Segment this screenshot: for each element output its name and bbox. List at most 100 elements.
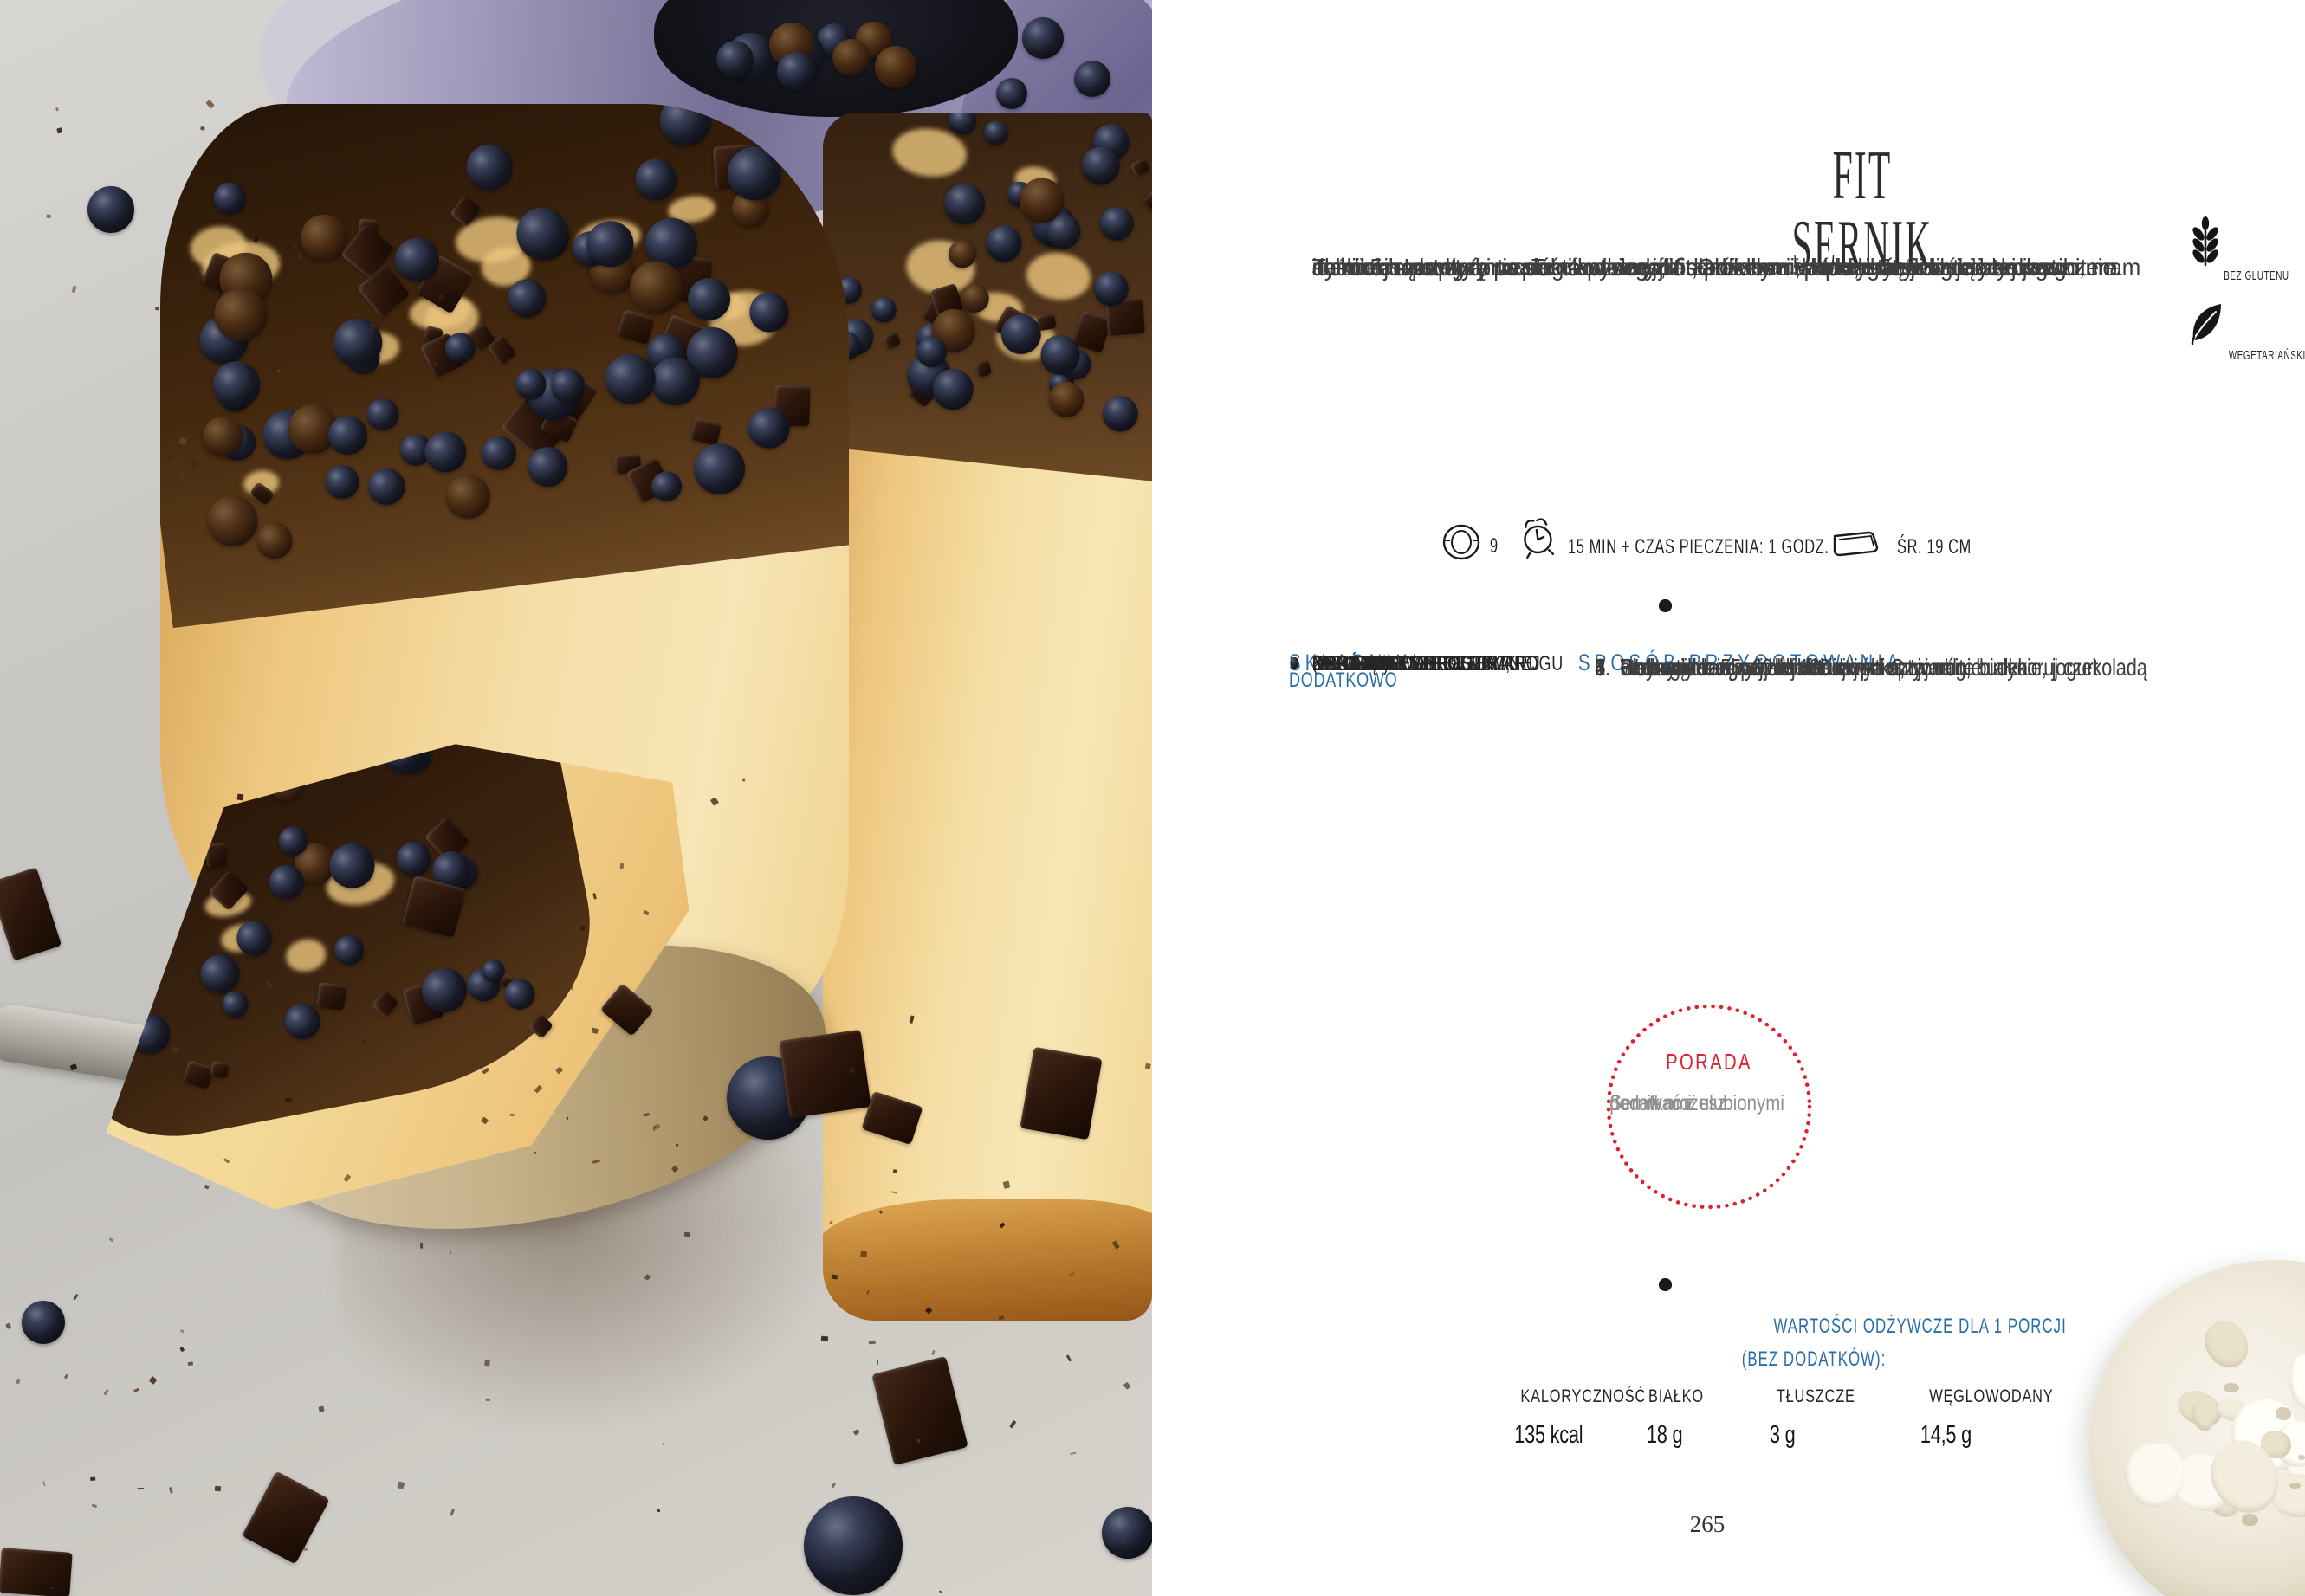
- page-number: 265: [1689, 1511, 1726, 1537]
- crumb-speck: [42, 1480, 46, 1487]
- blueberry: [87, 186, 134, 233]
- crumb-speck: [831, 1482, 836, 1488]
- crumb-speck: [1123, 1382, 1131, 1391]
- intro-line: na moim Instagramie. To ciasto wyjdzie k…: [1311, 254, 2121, 281]
- step-number: 6.: [1595, 654, 1611, 681]
- crumb-speck: [484, 1360, 490, 1367]
- blueberry: [996, 78, 1027, 109]
- crumb-speck: [579, 925, 586, 932]
- crumb-speck: [619, 863, 624, 869]
- crumb-speck: [133, 1387, 140, 1393]
- berry-dot: [777, 52, 816, 91]
- crumb-speck: [92, 1503, 98, 1508]
- crumb-speck: [661, 1442, 665, 1446]
- crumb-speck: [852, 1428, 860, 1436]
- crumb-speck: [741, 778, 747, 782]
- ingredients-header: SKŁADNIKI: [1289, 649, 1422, 675]
- crumb-speck: [419, 1243, 424, 1250]
- crumb-speck: [302, 1548, 308, 1551]
- cheesecake-photo: [0, 0, 1152, 1596]
- crumb-speck: [267, 979, 272, 988]
- crumb-speck: [1066, 1354, 1072, 1362]
- crumb-speck: [72, 285, 77, 293]
- crumb-speck: [178, 1347, 185, 1353]
- crumb-speck: [148, 1375, 158, 1385]
- crumb-speck: [591, 1027, 599, 1034]
- dotted-circle: [1606, 1004, 1812, 1210]
- crumb-speck: [865, 1290, 870, 1296]
- step-line: Gotową masę przelej do formy i opcjonaln…: [1620, 654, 2147, 681]
- crumb-speck: [938, 1590, 942, 1594]
- nutrition-header-text: WARTOŚCI ODŻYWCZE DLA 1 PORCJI: [1773, 1315, 2067, 1338]
- crumb-speck: [998, 1315, 1005, 1321]
- ingredient-line: 2 BUDYNIE W PROSZKU,: [1312, 652, 1512, 675]
- ingredient-line: 5 JAJEK: [1312, 652, 1377, 675]
- crumb-speck: [485, 1398, 490, 1401]
- crumb-speck: [534, 1085, 543, 1094]
- ingredient-line: KILKA KOSTEK POSIEKANEJ: [1312, 652, 1541, 675]
- blueberry: [1074, 61, 1110, 97]
- divider-dot: [1659, 1278, 1672, 1291]
- step-number: 2.: [1595, 654, 1611, 681]
- blueberry: [1022, 17, 1064, 59]
- step-line: i erytrytol.: [1620, 654, 1701, 681]
- crumb-speck: [519, 848, 524, 852]
- method-header: SPOSÓB PRZYGOTOWANIA: [1578, 649, 1904, 675]
- crumb-speck: [868, 1340, 876, 1345]
- crumb-speck: [360, 1038, 366, 1045]
- berry-dot: [874, 46, 917, 88]
- intro-line: sernika są budyń i twaróg – cenne źródła…: [1311, 254, 2072, 281]
- crumb-speck: [398, 1480, 405, 1489]
- crumb-speck: [205, 100, 215, 109]
- ingredient-line: GORZKIEJ CZEKOLADY: [1312, 652, 1501, 675]
- crumb-speck: [438, 294, 444, 301]
- nutrition-value-text: 135 kcal: [1514, 1421, 1583, 1449]
- crumb-speck: [482, 1068, 490, 1075]
- crumb-speck: [251, 235, 259, 244]
- crumb-speck: [178, 437, 188, 446]
- crumb-speck: [137, 1487, 145, 1489]
- intro-line: dla ciebie prosty przepis na pyszny fit …: [1311, 254, 2118, 281]
- ingredient-line: (2 × 35 G): [1312, 652, 1390, 675]
- crumb-speck: [72, 1293, 78, 1301]
- step-number: 1.: [1595, 654, 1611, 681]
- cheesecake-crust: [823, 1199, 1152, 1321]
- crumb-speck: [877, 1359, 879, 1366]
- crumb-speck: [179, 1329, 185, 1334]
- crumb-speck: [168, 454, 173, 459]
- crumb-speck: [820, 1335, 828, 1341]
- blueberry: [804, 1496, 903, 1595]
- crumb-speck: [286, 244, 291, 251]
- ingredient-line: NATURALNEGO: [1312, 652, 1437, 675]
- intro-line: Jeśli masz ochotę na coś słodkiego, a za…: [1311, 254, 2141, 281]
- blueberry: [1102, 1507, 1152, 1559]
- crumb-speck: [64, 1373, 69, 1379]
- chocolate-chunk: [599, 983, 655, 1037]
- crumb-speck: [214, 1486, 221, 1492]
- crumb-speck: [318, 1405, 325, 1412]
- crumb-speck: [480, 1116, 489, 1125]
- crumb-speck: [1112, 1240, 1120, 1249]
- step-line: W drugim naczyniu zmiksuj żółtka, twaróg…: [1620, 654, 2099, 681]
- crumb-speck: [534, 1151, 538, 1154]
- crumb-speck: [103, 1388, 110, 1396]
- crumb-speck: [939, 1366, 946, 1373]
- servings-value: 9: [1490, 534, 1499, 558]
- nutrition-label-text: TŁUSZCZE: [1776, 1386, 1855, 1406]
- crumb-speck: [1144, 1063, 1152, 1070]
- tip-line: Sernik możesz: [1609, 1091, 1726, 1115]
- intro-line: Tylko 5 bazowych produktów i dodatki. Gł…: [1311, 254, 2061, 281]
- crumb-speck: [108, 1237, 113, 1242]
- crumb-speck: [277, 369, 282, 373]
- cheese-crevice: [2289, 1482, 2301, 1489]
- crumb-speck: [15, 1378, 21, 1385]
- recipe-title-text: FIT SERNIK: [1791, 138, 1933, 283]
- crumb-speck: [999, 1222, 1006, 1229]
- cheese-crevice: [2297, 1454, 2305, 1461]
- crumb-speck: [710, 797, 720, 806]
- nutrition-label-text: KALORYCZNOŚĆ: [1520, 1386, 1647, 1406]
- crumb-speck: [223, 1158, 230, 1165]
- crumb-speck: [343, 1173, 352, 1182]
- cheese-curd: [2120, 1438, 2190, 1511]
- cheese-curd: [2284, 1351, 2305, 1412]
